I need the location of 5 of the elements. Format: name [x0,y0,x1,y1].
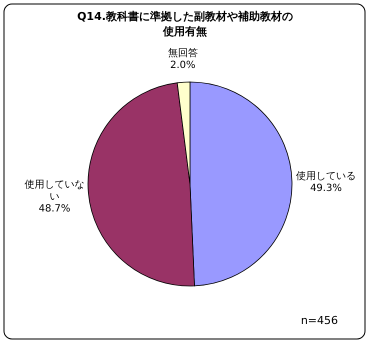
chart-title: Q14.教科書に準拠した副教材や補助教材の使用有無 [77,10,293,38]
text: n=456 [300,314,338,327]
slice-label: 使用している 49.3% [296,171,356,194]
slice-label: 無回答 2.0% [168,48,198,72]
slice-label: 使用していない 48.7% [24,180,84,215]
